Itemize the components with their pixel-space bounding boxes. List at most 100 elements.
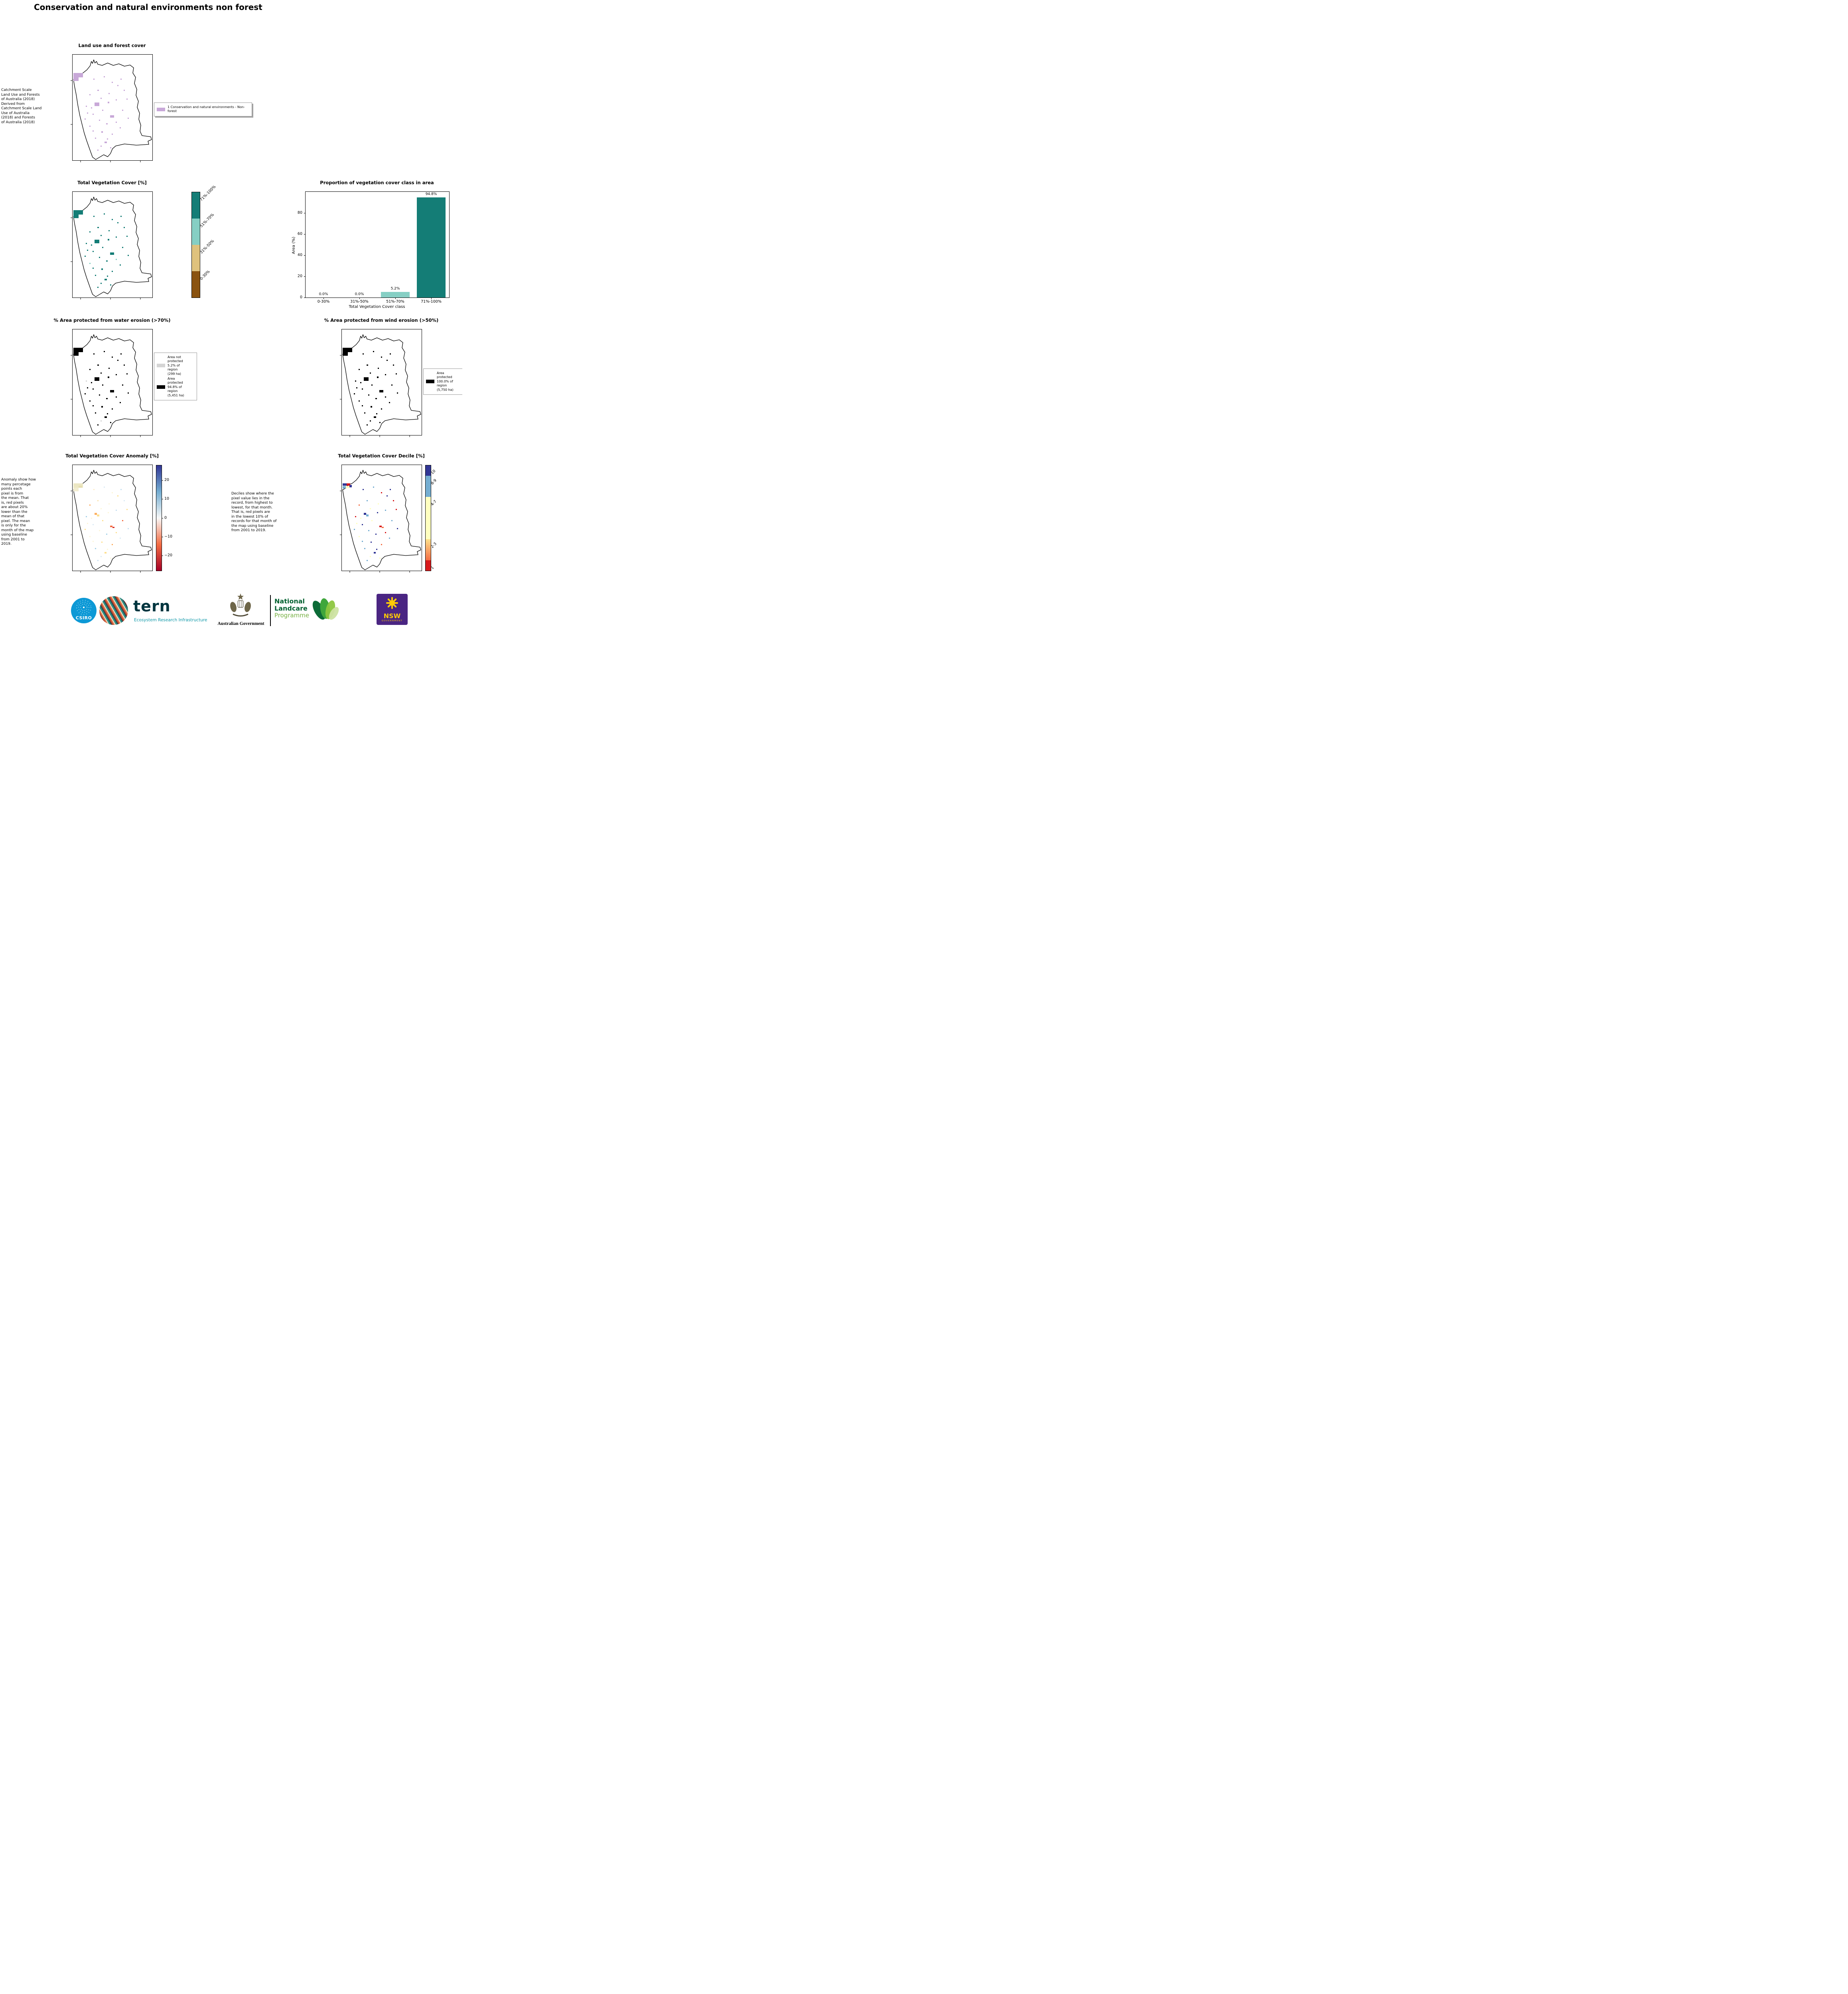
map-pixel bbox=[85, 118, 86, 120]
map-pixel bbox=[370, 556, 371, 557]
map-pixel bbox=[120, 538, 121, 539]
map-pixel bbox=[99, 120, 100, 121]
landuse-title: Land use and forest cover bbox=[78, 43, 146, 48]
map-pixel bbox=[376, 413, 377, 414]
map-pixel bbox=[110, 526, 112, 527]
map-pixel bbox=[343, 483, 347, 486]
map-pixel bbox=[122, 384, 123, 386]
map-pixel bbox=[343, 352, 348, 356]
colorbar-segment bbox=[426, 539, 431, 560]
map-pixel bbox=[362, 524, 363, 525]
map-pixel bbox=[120, 127, 121, 128]
anomaly-map bbox=[70, 465, 153, 573]
map-pixel bbox=[108, 102, 109, 103]
map-pixel bbox=[379, 558, 381, 559]
map-pixel bbox=[79, 350, 82, 352]
colorbar-tick-label: 20 bbox=[164, 478, 170, 483]
decile-colorbar: 10 8-9 4-7 2-3 1 bbox=[425, 465, 438, 571]
map-pixel bbox=[378, 503, 379, 504]
map-pixel bbox=[105, 552, 107, 554]
map-pixel bbox=[389, 402, 390, 403]
x-tick-mark bbox=[395, 298, 396, 299]
australian-government-crest-icon bbox=[230, 593, 251, 617]
wind-title: % Area protected from wind erosion (>50%… bbox=[324, 317, 439, 323]
nlp-line-national: National bbox=[274, 597, 305, 605]
map-pixel bbox=[73, 77, 79, 81]
map-pixel bbox=[370, 508, 371, 509]
map-pixel bbox=[97, 560, 99, 561]
map-pixel bbox=[343, 348, 352, 352]
map-pixel bbox=[107, 138, 108, 140]
map-pixel bbox=[105, 416, 107, 418]
map-pixel bbox=[354, 529, 355, 530]
map-pixel bbox=[364, 377, 369, 381]
colorbar-tick-label: −20 bbox=[164, 553, 173, 558]
map-pixel bbox=[93, 388, 94, 390]
map-pixel bbox=[124, 500, 125, 501]
map-pixel bbox=[116, 510, 117, 511]
anomaly-title: Total Vegetation Cover Anomaly [%] bbox=[65, 453, 159, 459]
map-pixel bbox=[120, 353, 122, 355]
map-pixel bbox=[378, 368, 379, 369]
colorbar-segment bbox=[192, 271, 200, 298]
map-pixel bbox=[371, 406, 372, 408]
map-pixel bbox=[97, 424, 99, 426]
map-pixel bbox=[95, 377, 99, 381]
map-pixel bbox=[396, 509, 397, 510]
map-pixel bbox=[89, 94, 91, 95]
decile-title: Total Vegetation Cover Decile [%] bbox=[338, 453, 425, 459]
map-pixel bbox=[128, 528, 129, 529]
map-pixel bbox=[122, 247, 123, 248]
map-pixel bbox=[110, 252, 114, 255]
map-pixel bbox=[371, 520, 373, 521]
map-pixel bbox=[104, 487, 105, 488]
colorbar-label: 31%-50% bbox=[199, 238, 215, 255]
map-pixel bbox=[364, 548, 365, 549]
map-pixel bbox=[86, 516, 87, 517]
x-tick-label: 0-30% bbox=[317, 299, 330, 304]
map-pixel bbox=[116, 236, 117, 238]
x-tick-label: 31%-50% bbox=[350, 299, 369, 304]
map-pixel bbox=[107, 276, 108, 277]
map-pixel bbox=[126, 509, 128, 510]
map-pixel bbox=[359, 369, 360, 370]
nlp-line-landcare: Landcare bbox=[274, 604, 308, 612]
colorbar-segment bbox=[192, 219, 200, 245]
map-pixel bbox=[91, 382, 92, 383]
wind-map bbox=[339, 329, 422, 437]
colorbar-tick-label: 10 bbox=[164, 497, 170, 501]
map-pixel bbox=[381, 544, 382, 545]
legend-label: 1 Conservation and natural environments … bbox=[168, 105, 245, 113]
map-pixel bbox=[377, 512, 378, 513]
colorbar-tick bbox=[162, 480, 163, 481]
map-pixel bbox=[97, 227, 99, 228]
map-pixel bbox=[110, 284, 111, 286]
map-pixel bbox=[91, 244, 92, 246]
map-pixel bbox=[382, 527, 384, 528]
y-tick-label: 40 bbox=[297, 252, 302, 257]
nsw-government-label: GOVERNMENT bbox=[381, 620, 403, 622]
map-pixel bbox=[397, 528, 398, 529]
map-pixel bbox=[93, 79, 95, 80]
map-pixel bbox=[105, 142, 107, 143]
map-pixel bbox=[375, 534, 377, 535]
map-pixel bbox=[379, 390, 383, 392]
water-map bbox=[70, 329, 153, 437]
map-pixel bbox=[79, 486, 82, 488]
proportion-plot: 0 20 40 60 80 0.0% 0-30% 0.0% 31%-50% 5.2% 51%-70%… bbox=[298, 191, 450, 304]
map-pixel bbox=[86, 380, 87, 382]
colorbar-label: 71%-100% bbox=[199, 184, 217, 202]
colorbar-label: 2-3 bbox=[430, 542, 438, 549]
bar-71%-100% bbox=[417, 197, 446, 298]
map-pixel bbox=[108, 368, 110, 369]
map-pixel bbox=[362, 388, 363, 390]
map-pixel bbox=[391, 384, 392, 386]
water-pixels bbox=[73, 329, 152, 435]
map-pixel bbox=[128, 255, 129, 256]
map-pixel bbox=[367, 365, 368, 366]
landuse-note: Catchment Scale Land Use and Forests of … bbox=[1, 88, 42, 124]
map-pixel bbox=[356, 523, 357, 524]
map-pixel bbox=[343, 486, 346, 489]
map-pixel bbox=[387, 360, 388, 361]
map-pixel bbox=[120, 402, 121, 403]
